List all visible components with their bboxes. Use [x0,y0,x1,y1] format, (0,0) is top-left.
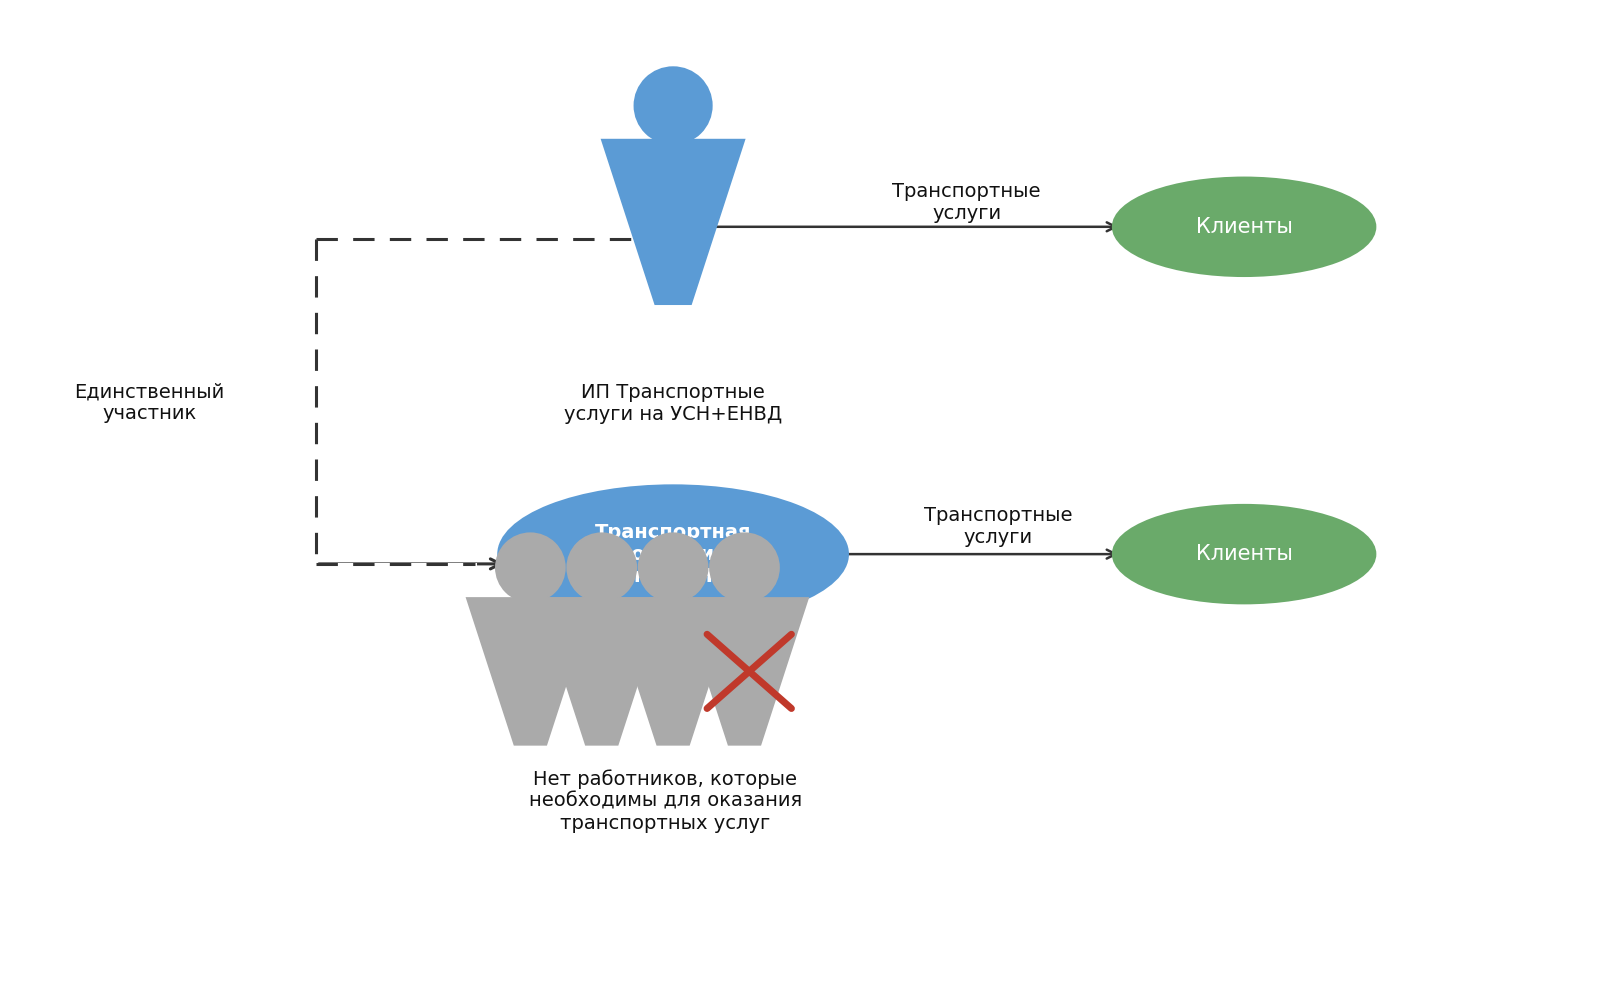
Ellipse shape [638,533,707,602]
Text: Транспортные
услуги: Транспортные услуги [893,182,1040,223]
Polygon shape [467,599,594,744]
Ellipse shape [496,533,565,602]
Polygon shape [602,140,744,304]
Ellipse shape [1114,505,1374,603]
Text: Клиенты: Клиенты [1195,217,1293,237]
Text: Транспортная
компания
на УСН: Транспортная компания на УСН [595,522,752,586]
Polygon shape [682,599,808,744]
Text: ИП Транспортные
услуги на УСН+ЕНВД: ИП Транспортные услуги на УСН+ЕНВД [563,384,782,424]
Text: Единственный
участник: Единственный участник [75,383,226,423]
Polygon shape [610,599,736,744]
Ellipse shape [499,486,848,622]
Text: Транспортные
услуги: Транспортные услуги [925,506,1072,547]
Ellipse shape [635,67,712,144]
Ellipse shape [1114,178,1374,275]
Text: Нет работников, которые
необходимы для оказания
транспортных услуг: Нет работников, которые необходимы для о… [528,769,802,832]
Polygon shape [538,599,666,744]
Ellipse shape [710,533,779,602]
Text: Клиенты: Клиенты [1195,544,1293,564]
Ellipse shape [568,533,637,602]
